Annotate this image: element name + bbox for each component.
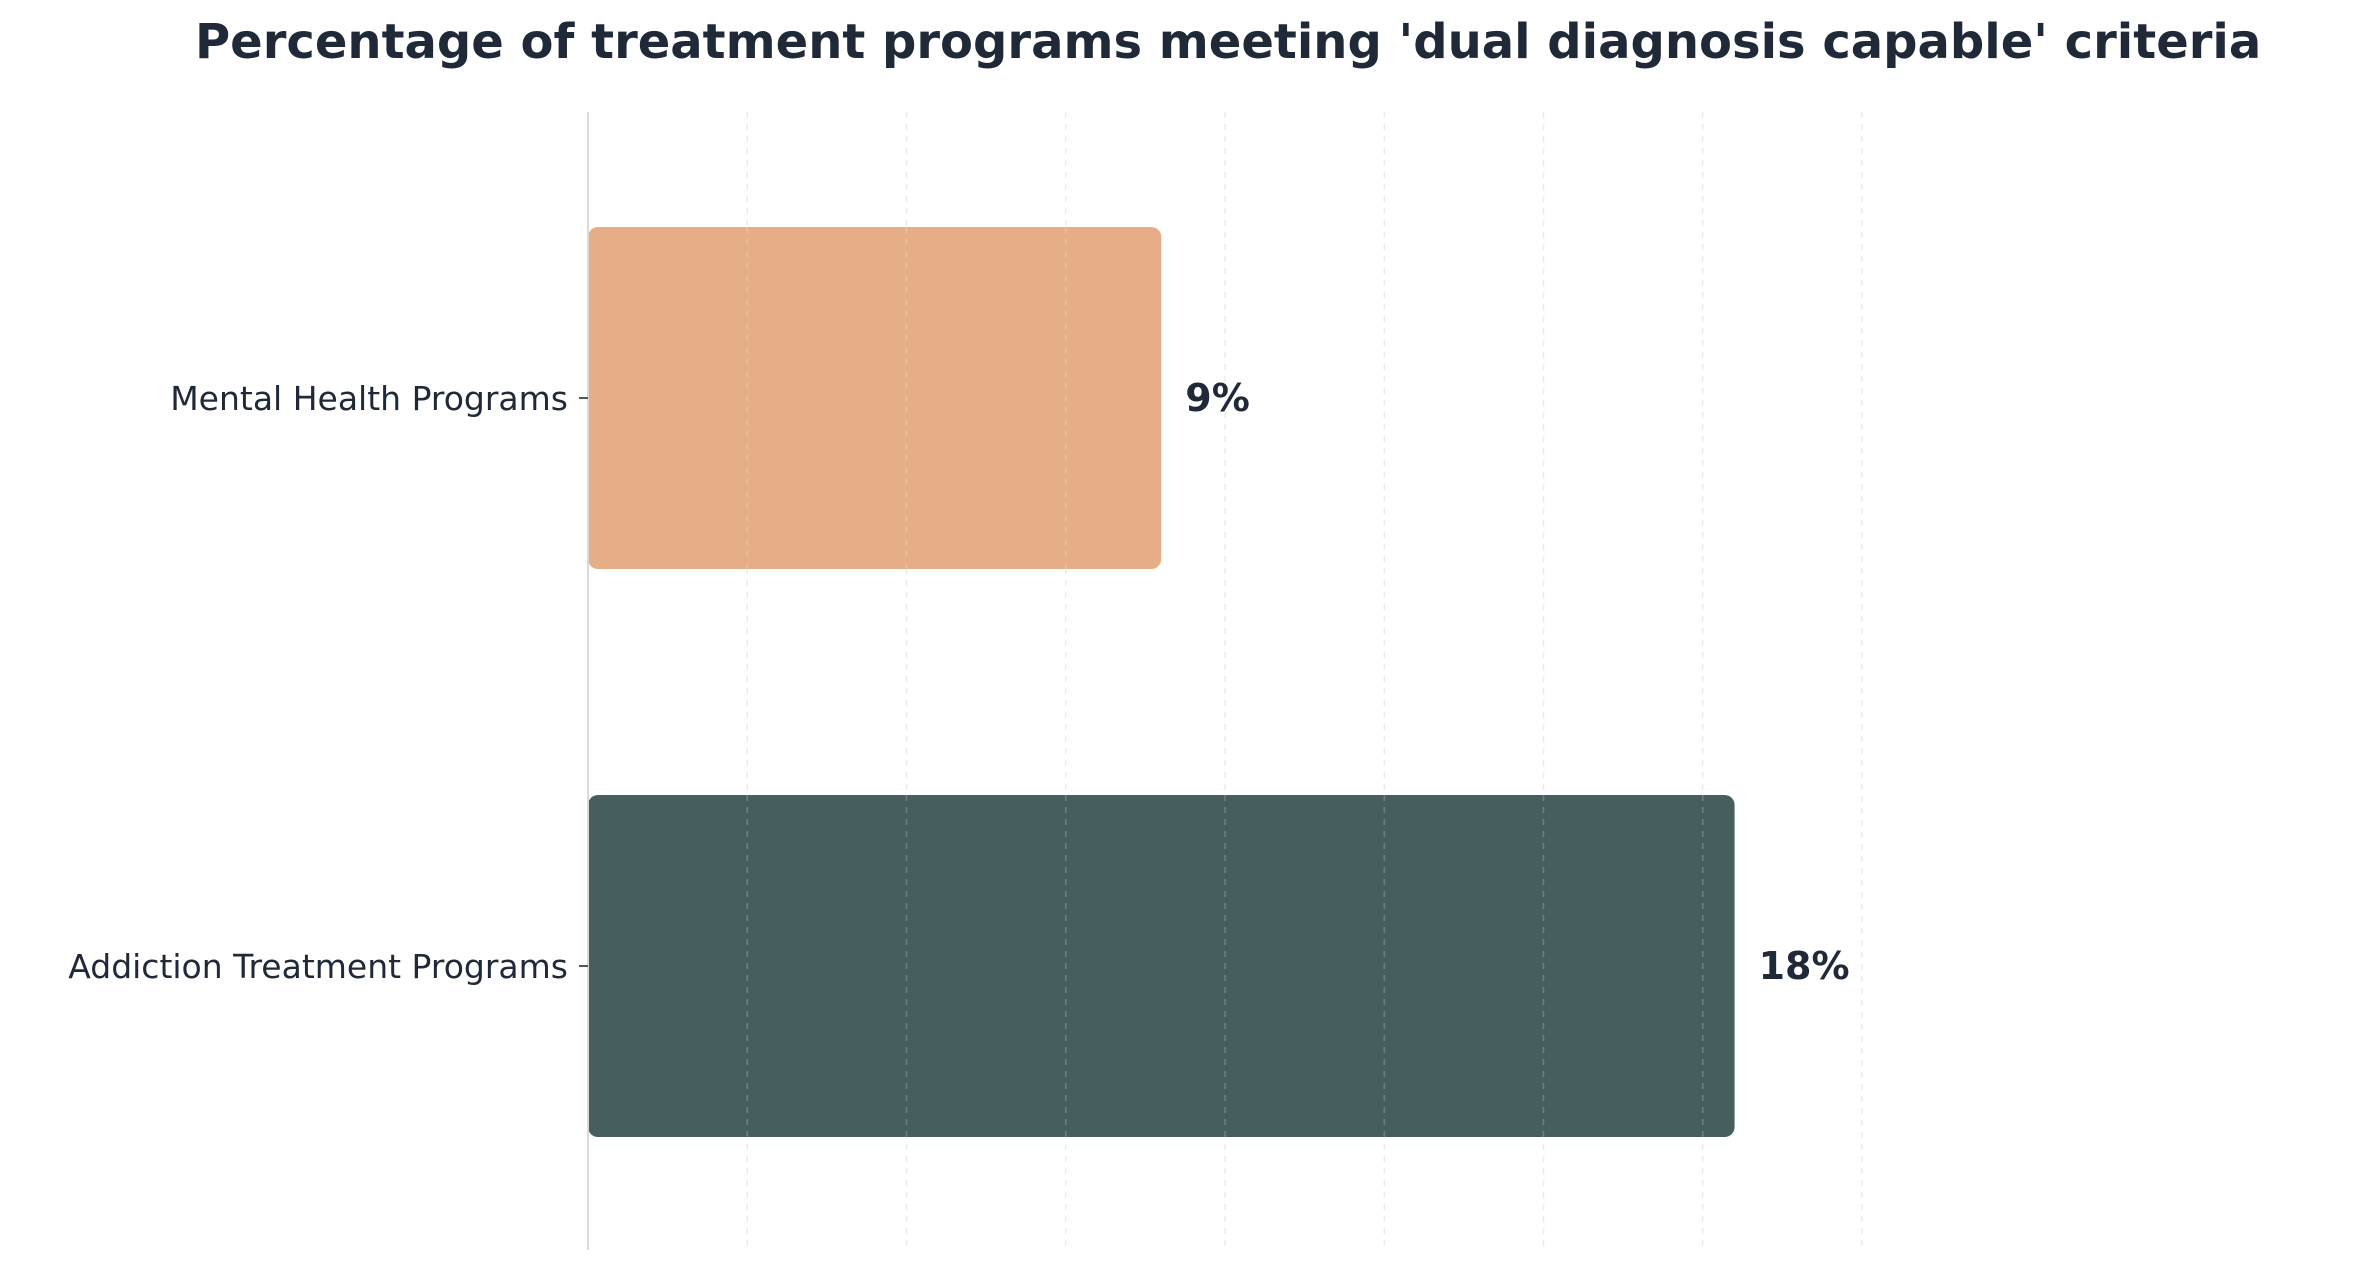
value-label-1: 18% (1759, 944, 1850, 988)
y-tick-label-1: Addiction Treatment Programs (68, 947, 568, 986)
bars (588, 227, 1735, 1137)
y-tick-label-0: Mental Health Programs (170, 379, 568, 418)
chart-title: Percentage of treatment programs meeting… (195, 14, 2262, 70)
bar-mental-health-programs (588, 227, 1162, 569)
value-label-0: 9% (1185, 376, 1250, 420)
bar-addiction-treatment-programs (588, 795, 1735, 1137)
value-labels: 9% 18% (1185, 376, 1849, 988)
y-axis: Mental Health Programs Addiction Treatmen… (68, 112, 589, 1250)
grid-overlay (746, 227, 1704, 1137)
